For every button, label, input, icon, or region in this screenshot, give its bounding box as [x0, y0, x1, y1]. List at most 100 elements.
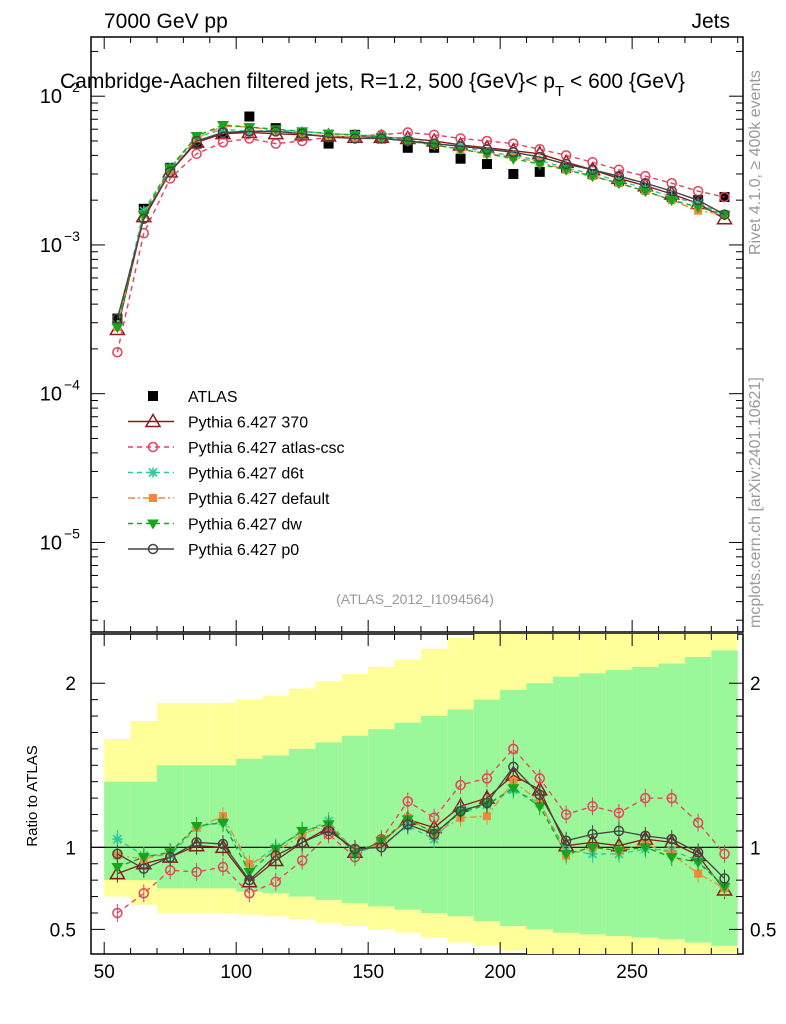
band-inner-bin — [368, 729, 395, 907]
band-inner-bin — [711, 650, 738, 946]
ratio-point-p0 — [560, 835, 572, 847]
x-tick-label: 100 — [220, 962, 252, 983]
ratio-line-d6t — [117, 789, 725, 888]
main-point-dw — [111, 323, 124, 334]
main-point-p0 — [613, 170, 625, 182]
main-point-p0 — [138, 213, 150, 224]
main-point-atlascsc — [191, 148, 202, 160]
main-line-p370 — [116, 131, 725, 330]
main-point-atlascsc — [587, 156, 598, 168]
main-line-dw — [116, 124, 725, 328]
ratio-point-atlascsc — [455, 779, 466, 791]
ratio-line-default — [117, 780, 725, 889]
y-tick-label: 10 — [40, 235, 62, 257]
ratio-point-p0 — [428, 828, 440, 840]
main-point-atlascsc — [112, 346, 123, 358]
ratio-point-p0 — [455, 805, 466, 817]
legend-label-dw: Pythia 6.427 dw — [188, 517, 302, 534]
main-line-default — [116, 125, 725, 328]
plot-title-subscript: T — [555, 83, 564, 100]
ratio-point-p0 — [508, 761, 519, 773]
ratio-series — [109, 739, 733, 922]
main-point-ATLAS — [191, 138, 202, 149]
analysis-label: (ATLAS_2012_I1094564) — [336, 591, 494, 607]
legend-marker-default — [149, 494, 157, 502]
ratio-point-atlascsc — [613, 807, 625, 819]
main-point-dw — [164, 163, 177, 174]
main-point-atlascsc — [640, 170, 651, 182]
ratio-point-atlascsc — [587, 801, 598, 812]
ratio-point-atlascsc — [112, 907, 123, 919]
x-tick-label: 250 — [616, 962, 648, 983]
ratio-point-atlascsc — [296, 855, 308, 866]
ratio-ylabel: Ratio to ATLAS — [24, 745, 41, 846]
main-point-atlascsc — [613, 164, 625, 176]
legend-marker-atlascsc — [147, 441, 159, 453]
legend-marker-p0 — [147, 543, 159, 555]
main-point-p0 — [112, 313, 123, 324]
main-point-ATLAS — [455, 153, 466, 164]
ratio-point-dw — [718, 882, 731, 893]
legend-label-default: Pythia 6.427 default — [188, 491, 330, 508]
main-point-p0 — [402, 135, 414, 147]
main-point-p0 — [508, 146, 519, 158]
ratio-point-dw — [639, 843, 652, 854]
y-tick-exponent: −4 — [64, 377, 80, 393]
ratio-point-p0 — [719, 873, 730, 884]
ratio-point-p0 — [587, 828, 598, 840]
ratio-point-p0 — [217, 838, 229, 850]
main-point-ATLAS — [244, 111, 255, 122]
band-inner-bin — [684, 656, 712, 943]
ratio-point-p0 — [640, 830, 651, 842]
ratio-point-atlascsc — [428, 812, 440, 824]
ratio-point-p0 — [534, 789, 545, 801]
ratio-error-bands — [104, 634, 738, 954]
ratio-point-p0 — [191, 837, 202, 848]
main-point-p0 — [349, 133, 361, 144]
ratio-point-p0 — [666, 833, 677, 845]
main-point-dw — [533, 160, 546, 171]
main-point-p0 — [455, 141, 466, 152]
legend-label-ATLAS: ATLAS — [188, 389, 238, 406]
ratio-point-p0 — [323, 825, 334, 837]
legend: ATLAS Pythia 6.427 370 Pythia 6.427 atlas-… — [128, 389, 345, 559]
ratio-point-p0 — [613, 825, 625, 837]
main-point-atlascsc — [666, 177, 677, 189]
ratio-point-p0 — [270, 850, 282, 861]
main-point-dw — [612, 179, 625, 190]
main-line-d6t — [116, 128, 725, 326]
band-inner-bin — [500, 689, 527, 927]
main-point-dw — [639, 187, 652, 198]
main-point-dw — [401, 136, 414, 147]
band-inner-bin — [341, 735, 369, 904]
main-point-p0 — [666, 185, 677, 197]
y-tick-base: 10 — [40, 384, 62, 406]
ratio-point-dw — [111, 863, 124, 874]
ratio-point-dw — [692, 858, 705, 869]
y-tick-label: 10 — [40, 532, 62, 554]
x-tick-label: 200 — [484, 962, 516, 983]
ratio-point-p0 — [138, 863, 150, 874]
star-stroke — [148, 467, 158, 478]
category-label: Jets — [691, 10, 730, 33]
main-point-atlascsc — [270, 138, 282, 149]
main-point-dw — [692, 202, 705, 213]
main-point-ATLAS — [481, 159, 492, 170]
main-plot-frame — [90, 36, 744, 633]
ratio-y-tick-label: 0.5 — [50, 920, 76, 941]
ratio-point-atlascsc — [481, 773, 493, 784]
ratio-point-p0 — [244, 874, 255, 886]
main-point-dw — [586, 172, 599, 183]
main-point-p0 — [640, 177, 651, 189]
ratio-point-dw — [586, 843, 599, 854]
ratio-point-atlascsc — [508, 743, 519, 755]
main-point-p0 — [428, 138, 440, 149]
ratio-point-d6t — [112, 834, 123, 845]
main-point-ATLAS — [402, 142, 413, 153]
ratio-point-dw — [665, 853, 678, 864]
legend-label-atlascsc: Pythia 6.427 atlas-csc — [188, 440, 345, 457]
main-point-p0 — [191, 135, 202, 147]
ratio-point-atlascsc — [191, 866, 202, 878]
mcplots-label: mcplots.cern.ch [arXiv:2401.10621] — [747, 377, 764, 628]
main-point-dw — [216, 121, 229, 132]
